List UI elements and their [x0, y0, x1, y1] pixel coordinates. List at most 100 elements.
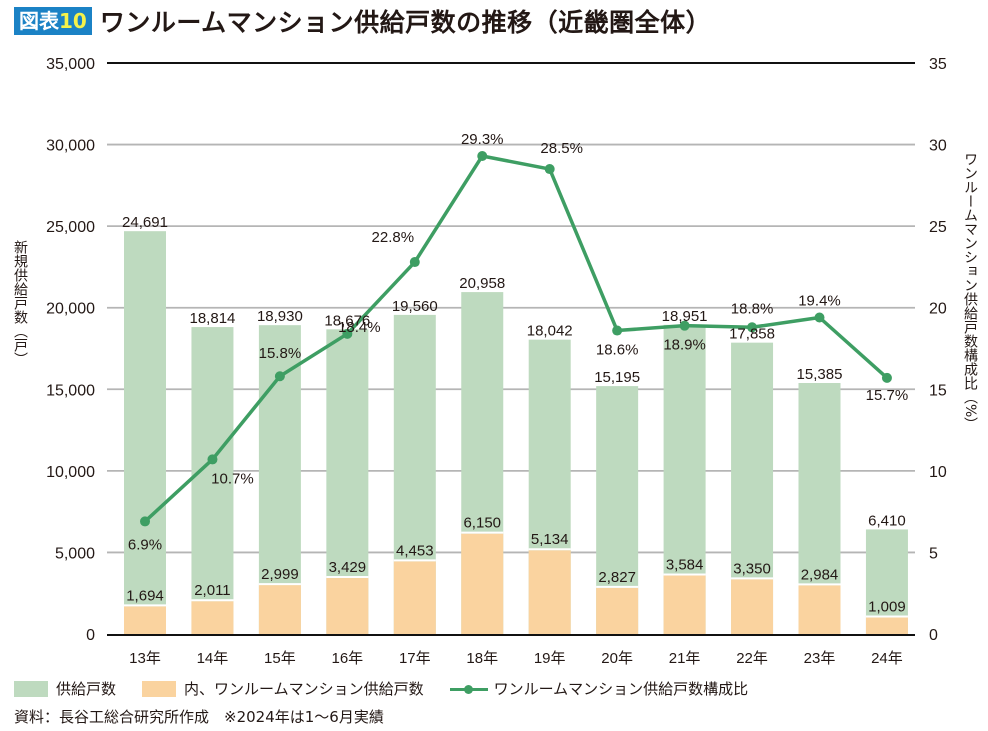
- label-oneroom: 4,453: [396, 542, 434, 559]
- x-tick-label: 20年: [601, 650, 633, 667]
- bar-oneroom: [865, 617, 908, 634]
- ratio-line: [140, 150, 892, 527]
- y-tick-label-right: 25: [929, 219, 947, 236]
- label-total: 6,410: [868, 512, 906, 529]
- y-tick-label-left: 0: [86, 627, 95, 644]
- label-oneroom: 6,150: [463, 515, 501, 532]
- y-tick-label-right: 15: [929, 382, 947, 399]
- title-row: 図表10 ワンルームマンション供給戸数の推移（近畿圏全体）: [14, 6, 712, 37]
- label-oneroom: 1,009: [868, 599, 906, 616]
- bar-oneroom: [596, 587, 639, 634]
- gridlines: [107, 62, 915, 554]
- y-tick-label-right: 30: [929, 138, 947, 155]
- label-total: 15,385: [797, 366, 843, 383]
- label-total: 18,814: [190, 310, 236, 327]
- legend-label-ratio: ワンルームマンション供給戸数構成比: [493, 680, 749, 698]
- x-tick-label: 18年: [466, 650, 498, 667]
- data-labels: 24,691 1,694 18,814 2,011 18,930 2,999 18,676 3…: [122, 131, 908, 616]
- x-tick-label: 19年: [534, 650, 566, 667]
- label-total: 18,930: [257, 308, 303, 325]
- ratio-point: [612, 325, 623, 336]
- bar-oneroom: [663, 575, 706, 634]
- ratio-point: [409, 257, 420, 268]
- label-ratio: 18.9%: [663, 337, 706, 354]
- ratio-point: [274, 371, 285, 382]
- label-ratio: 18.4%: [338, 319, 381, 336]
- label-ratio: 15.7%: [866, 387, 909, 404]
- badge-number: 10: [59, 9, 87, 33]
- x-tick-label: 17年: [399, 650, 431, 667]
- label-ratio: 19.4%: [798, 293, 841, 310]
- x-tick-label: 15年: [264, 650, 296, 667]
- label-ratio: 10.7%: [211, 470, 254, 487]
- legend-swatch-oneroom: [142, 680, 177, 697]
- label-oneroom: 3,584: [666, 557, 704, 574]
- label-total: 18,042: [527, 323, 573, 340]
- bar-oneroom: [731, 579, 774, 634]
- ratio-point: [747, 322, 758, 333]
- y-tick-label-left: 15,000: [46, 382, 95, 399]
- legend-item-ratio: ワンルームマンション供給戸数構成比: [449, 678, 749, 699]
- bar-oneroom: [528, 550, 571, 634]
- label-oneroom: 3,429: [329, 559, 367, 576]
- legend-line-marker-icon: [449, 681, 488, 697]
- badge-prefix: 図表: [19, 9, 59, 33]
- source-note: 資料：長谷工総合研究所作成 ※2024年は1～6月実績: [14, 708, 384, 726]
- x-tick-label: 24年: [871, 650, 903, 667]
- ratio-point: [140, 516, 150, 527]
- label-oneroom: 2,999: [261, 566, 299, 583]
- label-ratio: 6.9%: [128, 536, 162, 553]
- y-axis-right-label: ワンルームマンション供給戸数構成比（%）: [962, 152, 978, 432]
- chart-title: ワンルームマンション供給戸数の推移（近畿圏全体）: [99, 8, 712, 37]
- bar-total: [191, 327, 234, 634]
- legend: 供給戸数 内、ワンルームマンション供給戸数 ワンルームマンション供給戸数構成比: [14, 678, 774, 699]
- y-tick-label-right: 20: [929, 301, 947, 318]
- bar-oneroom: [124, 606, 166, 634]
- y-tick-label-left: 20,000: [46, 301, 95, 318]
- ratio-point: [814, 312, 825, 323]
- legend-item-total: 供給戸数: [14, 678, 116, 699]
- label-oneroom: 2,011: [194, 582, 230, 599]
- ratio-line-path: [143, 154, 889, 523]
- y-tick-label-left: 30,000: [46, 138, 95, 155]
- bar-oneroom: [393, 561, 436, 634]
- y-tick-label-left: 25,000: [46, 219, 95, 236]
- label-oneroom: 2,984: [801, 566, 839, 583]
- label-ratio: 28.5%: [540, 140, 583, 157]
- label-total: 17,858: [729, 326, 775, 343]
- legend-swatch-total: [14, 680, 48, 697]
- ratio-point: [544, 164, 555, 175]
- bar-oneroom: [326, 578, 369, 634]
- bar-oneroom: [258, 585, 301, 634]
- label-total: 15,195: [594, 369, 640, 386]
- label-total: 20,958: [459, 275, 505, 292]
- bar-oneroom: [461, 533, 504, 634]
- figure-badge: 図表10: [14, 7, 92, 35]
- ratio-point: [477, 150, 488, 161]
- ratio-point: [342, 328, 353, 339]
- bar-oneroom: [191, 601, 234, 634]
- bar-total: [124, 231, 166, 635]
- label-oneroom: 5,134: [531, 531, 569, 548]
- axes: 0 5,000 10,000 15,000 20,000 25,000 30,000 35,0…: [46, 56, 947, 667]
- y-tick-label-right: 0: [929, 627, 938, 644]
- ratio-point: [881, 372, 892, 383]
- x-tick-label: 23年: [804, 650, 836, 667]
- label-oneroom: 1,694: [126, 587, 164, 604]
- label-ratio: 15.8%: [259, 345, 302, 362]
- y-axis-left-label: 新規供給戸数（戸）: [12, 240, 28, 366]
- label-total: 18,951: [662, 308, 708, 325]
- ratio-point: [679, 320, 690, 331]
- label-ratio: 29.3%: [461, 131, 504, 148]
- legend-item-oneroom: 内、ワンルームマンション供給戸数: [142, 678, 424, 699]
- y-tick-label-left: 10,000: [46, 464, 95, 481]
- legend-label-total: 供給戸数: [56, 680, 117, 698]
- label-total: 19,560: [392, 298, 438, 315]
- label-total: 18,676: [324, 312, 370, 329]
- x-tick-label: 16年: [332, 650, 364, 667]
- label-oneroom: 3,350: [733, 560, 771, 577]
- bar-oneroom: [798, 585, 841, 634]
- label-total: 24,691: [122, 214, 168, 231]
- bars: [124, 231, 908, 635]
